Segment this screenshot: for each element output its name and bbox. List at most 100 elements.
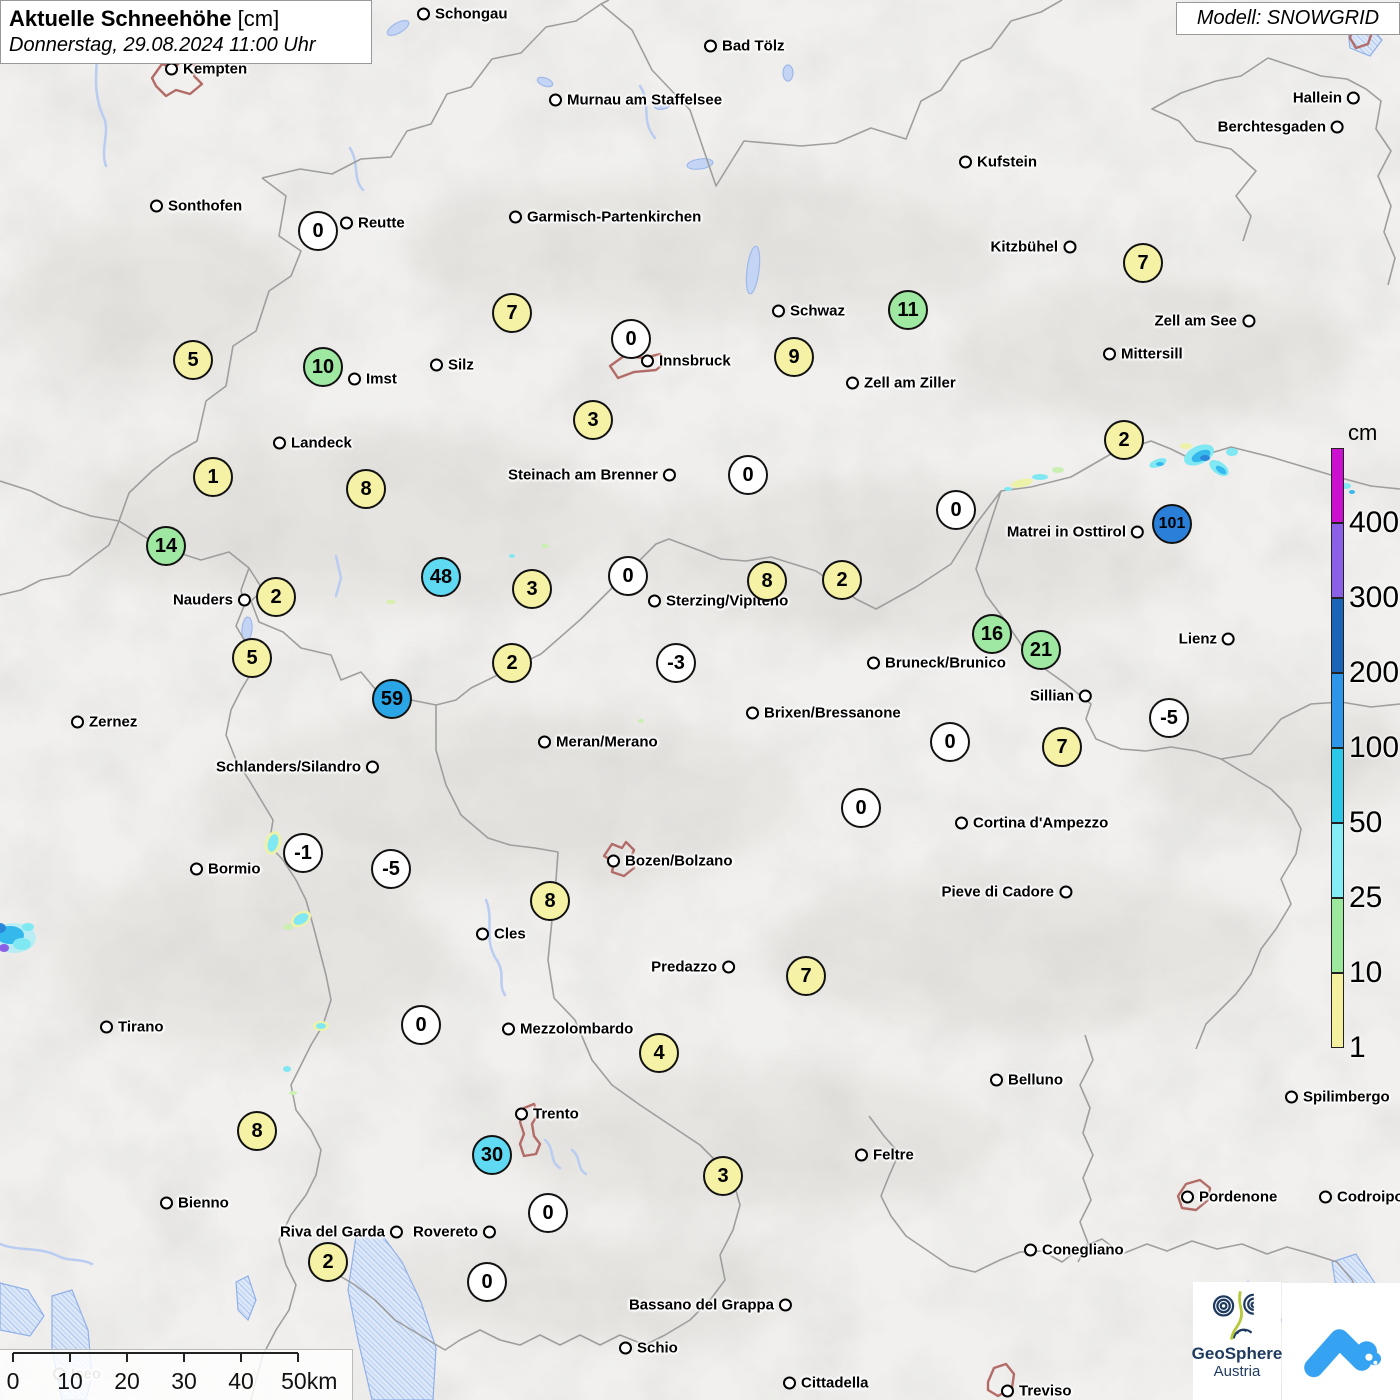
city-marker: Bienno bbox=[160, 1195, 229, 1212]
city-marker: Mezzolombardo bbox=[502, 1021, 633, 1038]
city-dot-icon bbox=[1103, 347, 1116, 361]
city-marker: Pordenone bbox=[1181, 1189, 1277, 1206]
city-marker: Conegliano bbox=[1024, 1242, 1124, 1259]
station-value: -3 bbox=[656, 643, 696, 683]
station-value: 0 bbox=[728, 455, 768, 495]
city-marker: Brixen/Bressanone bbox=[746, 705, 901, 722]
city-marker: Garmisch-Partenkirchen bbox=[509, 209, 701, 226]
city-label: Zell am See bbox=[1154, 312, 1237, 330]
city-label: Bad Tölz bbox=[722, 37, 785, 55]
station-value: 3 bbox=[512, 569, 552, 609]
station-value: 14 bbox=[146, 526, 186, 566]
legend-unit-label: cm bbox=[1348, 420, 1378, 445]
city-label: Belluno bbox=[1008, 1071, 1063, 1089]
city-label: Sillian bbox=[1029, 687, 1074, 705]
city-label: Kempten bbox=[183, 60, 248, 78]
city-dot-icon bbox=[607, 854, 620, 868]
legend-segment bbox=[1331, 673, 1344, 748]
station-value: 7 bbox=[492, 293, 532, 333]
city-marker: Zell am Ziller bbox=[846, 375, 956, 392]
city-label: Brixen/Bressanone bbox=[764, 704, 901, 722]
city-label: Landeck bbox=[291, 434, 352, 452]
city-label: Bruneck/Brunico bbox=[885, 654, 1006, 672]
geosphere-logo: GeoSphere Austria bbox=[1192, 1282, 1282, 1400]
legend-segment bbox=[1331, 523, 1344, 598]
station-value: 8 bbox=[530, 881, 570, 921]
city-marker: Cles bbox=[476, 926, 526, 943]
city-marker: Murnau am Staffelsee bbox=[549, 92, 722, 109]
city-marker: Meran/Merano bbox=[538, 734, 658, 751]
city-label: Predazzo bbox=[651, 958, 717, 976]
city-label: Kitzbühel bbox=[990, 238, 1059, 256]
station-value: 0 bbox=[611, 319, 651, 359]
city-label: Matrei in Osttirol bbox=[1006, 523, 1126, 541]
legend-tick-label: 25 bbox=[1349, 881, 1383, 914]
station-value: 7 bbox=[1042, 727, 1082, 767]
city-marker: Bormio bbox=[190, 861, 261, 878]
city-dot-icon bbox=[238, 593, 251, 607]
city-label: Meran/Merano bbox=[556, 733, 658, 751]
city-dot-icon bbox=[619, 1341, 632, 1355]
title-unit: [cm] bbox=[231, 6, 280, 31]
legend-tick-label: 10 bbox=[1349, 956, 1383, 989]
city-marker: Bruneck/Brunico bbox=[867, 655, 1006, 672]
city-dot-icon bbox=[1079, 689, 1092, 703]
city-label: Silz bbox=[448, 356, 474, 374]
city-dot-icon bbox=[1285, 1090, 1298, 1104]
city-marker: Schwaz bbox=[772, 303, 845, 320]
city-marker: Schlanders/Silandro bbox=[216, 759, 379, 776]
city-marker: Kitzbühel bbox=[990, 238, 1076, 256]
city-dot-icon bbox=[846, 376, 859, 390]
station-value: 30 bbox=[472, 1135, 512, 1175]
city-dot-icon bbox=[390, 1225, 403, 1239]
city-dot-icon bbox=[160, 1196, 173, 1210]
station-value: 0 bbox=[298, 211, 338, 251]
station-value: 2 bbox=[256, 577, 296, 617]
legend-segment bbox=[1331, 448, 1344, 523]
city-dot-icon bbox=[855, 1148, 868, 1162]
city-marker: Bozen/Bolzano bbox=[607, 853, 733, 870]
city-dot-icon bbox=[509, 210, 522, 224]
station-value: 2 bbox=[822, 560, 862, 600]
scalebar-tick-label: 30 bbox=[171, 1368, 197, 1394]
geosphere-country-label: Austria bbox=[1213, 1363, 1261, 1380]
city-dot-icon bbox=[955, 816, 968, 830]
scalebar-tick-label: 0 bbox=[6, 1368, 20, 1394]
city-label: Zernez bbox=[89, 713, 138, 731]
station-value: 0 bbox=[841, 788, 881, 828]
city-marker: Trento bbox=[515, 1106, 579, 1123]
station-value: 3 bbox=[573, 400, 613, 440]
station-value: 0 bbox=[930, 722, 970, 762]
city-marker: Cittadella bbox=[783, 1375, 869, 1392]
avalanche-service-logo bbox=[1282, 1283, 1400, 1400]
city-marker: Predazzo bbox=[651, 959, 735, 976]
city-dot-icon bbox=[783, 1376, 796, 1390]
city-dot-icon bbox=[1319, 1190, 1332, 1204]
station-value: 101 bbox=[1152, 504, 1192, 544]
city-dot-icon bbox=[1331, 120, 1344, 134]
city-label: Reutte bbox=[358, 214, 405, 232]
city-marker: Schio bbox=[619, 1340, 678, 1357]
station-value: -5 bbox=[1149, 698, 1189, 738]
station-value: -1 bbox=[283, 833, 323, 873]
city-dot-icon bbox=[515, 1107, 528, 1121]
city-marker: Reutte bbox=[340, 215, 405, 232]
city-label: Zell am Ziller bbox=[864, 374, 956, 392]
legend-segment bbox=[1331, 748, 1344, 823]
city-dot-icon bbox=[348, 372, 361, 386]
scalebar-tick-label: 20 bbox=[114, 1368, 140, 1394]
legend-tick-label: 400 bbox=[1349, 506, 1400, 539]
city-label: Schlanders/Silandro bbox=[215, 758, 361, 776]
page-title: Aktuelle Schneehöhe [cm] bbox=[9, 6, 361, 32]
station-value: 2 bbox=[492, 643, 532, 683]
city-dot-icon bbox=[1131, 525, 1144, 539]
station-value: 0 bbox=[528, 1193, 568, 1233]
city-marker: Silz bbox=[430, 357, 474, 374]
city-label: Spilimbergo bbox=[1303, 1088, 1390, 1106]
legend-tick-label: 50 bbox=[1349, 806, 1383, 839]
city-label: Schwaz bbox=[790, 302, 846, 320]
city-label: Mezzolombardo bbox=[520, 1020, 634, 1038]
station-value: 2 bbox=[1104, 420, 1144, 460]
city-dot-icon bbox=[959, 155, 972, 169]
city-label: Bozen/Bolzano bbox=[625, 852, 733, 870]
